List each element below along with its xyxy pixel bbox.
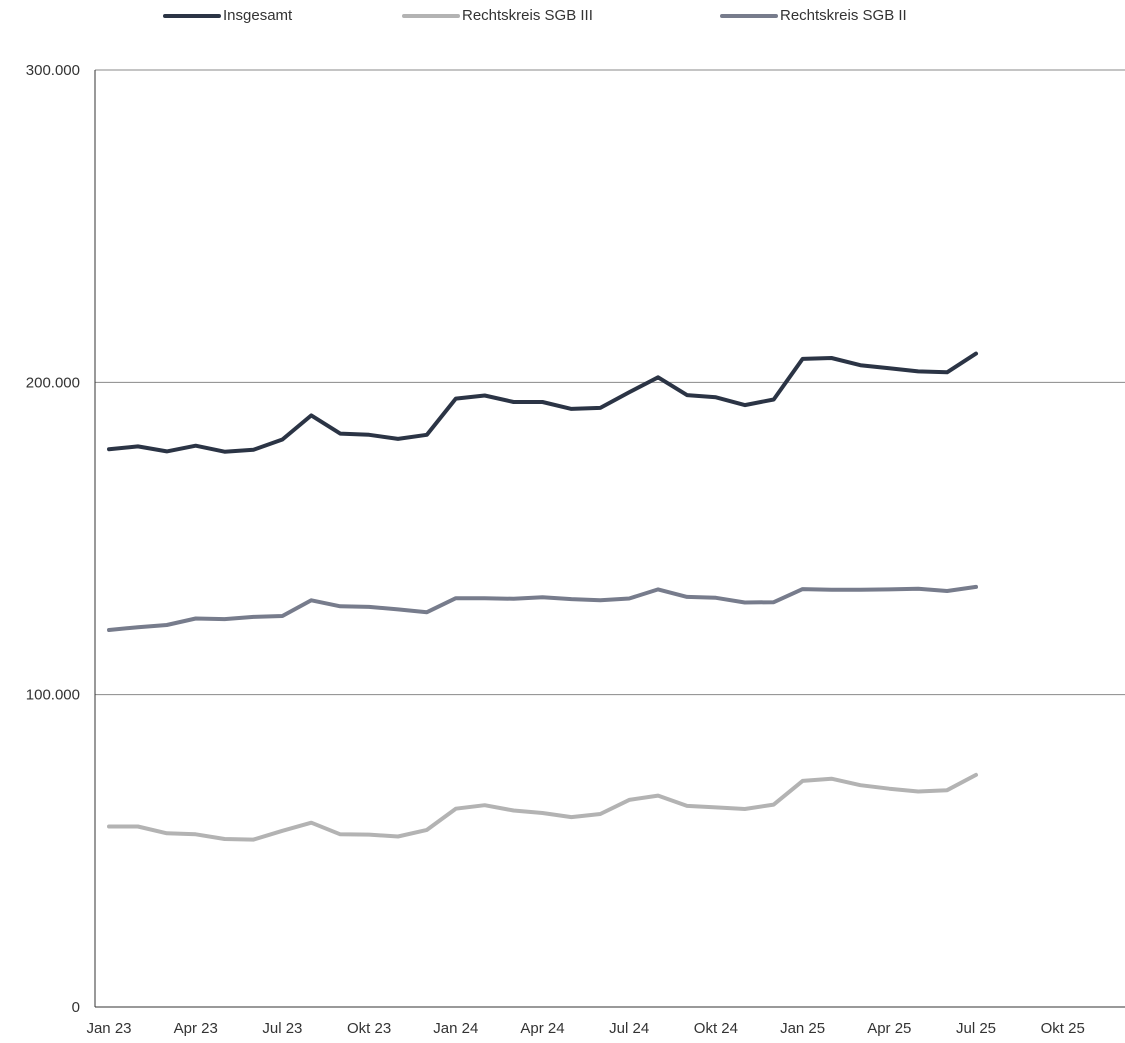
x-tick-label: Jul 25 (956, 1020, 996, 1037)
legend-item-sgb2: Rechtskreis SGB II (720, 6, 907, 26)
x-tick-label: Jul 23 (262, 1020, 302, 1037)
series-line-rechtskreis-sgb-iii (107, 772, 978, 842)
y-tick-labels: 0 100.000 200.000 300.000 (26, 62, 80, 1016)
x-tick-label: Apr 23 (174, 1020, 218, 1037)
legend-label: Rechtskreis SGB III (462, 7, 593, 24)
gridlines (95, 69, 1125, 696)
series-line-insgesamt (107, 351, 978, 454)
legend-swatch (402, 14, 460, 18)
x-tick-label: Jan 24 (433, 1020, 478, 1037)
x-tick-label: Okt 24 (694, 1020, 738, 1037)
legend-label: Insgesamt (223, 7, 293, 24)
x-tick-label: Okt 25 (1041, 1020, 1085, 1037)
series-line-rechtskreis-sgb-ii (107, 584, 978, 632)
legend-swatch (163, 14, 221, 18)
x-tick-label: Jan 25 (780, 1020, 825, 1037)
series-lines (107, 351, 978, 842)
x-tick-label: Jul 24 (609, 1020, 649, 1037)
legend-item-insgesamt: Insgesamt (163, 6, 292, 26)
x-tick-label: Apr 25 (867, 1020, 911, 1037)
axes (94, 70, 1125, 1008)
legend: Insgesamt Rechtskreis SGB III Rechtskrei… (0, 6, 1125, 26)
x-tick-labels: Jan 23 Apr 23 Jul 23 Okt 23 Jan 24 Apr 24 Jul … (86, 1020, 1084, 1037)
legend-item-sgb3: Rechtskreis SGB III (402, 6, 593, 26)
y-tick-label: 200.000 (26, 374, 80, 391)
x-tick-label: Apr 24 (520, 1020, 564, 1037)
y-tick-label: 300.000 (26, 62, 80, 79)
legend-swatch (720, 14, 778, 18)
legend-label: Rechtskreis SGB II (780, 7, 907, 24)
x-tick-label: Okt 23 (347, 1020, 391, 1037)
y-tick-label: 0 (72, 999, 80, 1016)
y-tick-label: 100.000 (26, 687, 80, 704)
x-tick-label: Jan 23 (86, 1020, 131, 1037)
